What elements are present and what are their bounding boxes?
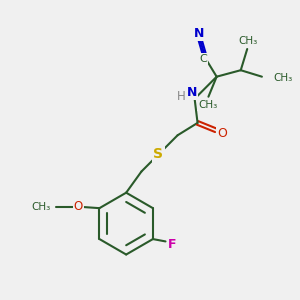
Text: N: N xyxy=(194,27,204,40)
Text: CH₃: CH₃ xyxy=(198,100,218,110)
Text: O: O xyxy=(74,200,83,213)
Text: O: O xyxy=(217,127,227,140)
Text: CH₃: CH₃ xyxy=(273,73,292,83)
Text: CH₃: CH₃ xyxy=(239,36,258,46)
Text: C: C xyxy=(199,54,207,64)
Text: N: N xyxy=(187,86,197,99)
Text: H: H xyxy=(177,90,186,103)
Text: F: F xyxy=(168,238,177,251)
Text: S: S xyxy=(154,147,164,161)
Text: CH₃: CH₃ xyxy=(31,202,50,212)
